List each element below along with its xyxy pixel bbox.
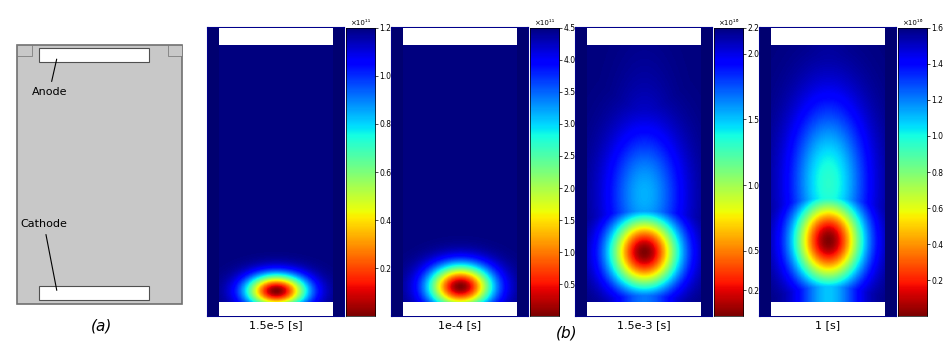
Bar: [403, 28, 517, 45]
Bar: [576, 28, 587, 316]
Bar: [587, 28, 701, 45]
Bar: [587, 302, 701, 316]
Title: ×10¹¹: ×10¹¹: [350, 20, 371, 26]
Text: 1.5e-5 [s]: 1.5e-5 [s]: [249, 320, 303, 330]
Bar: [517, 28, 528, 316]
Bar: [392, 28, 403, 316]
Bar: [403, 302, 517, 316]
Text: (b): (b): [556, 325, 577, 341]
Text: 1.5e-3 [s]: 1.5e-3 [s]: [617, 320, 671, 330]
Bar: [219, 302, 333, 316]
Bar: [760, 28, 771, 316]
Bar: [39, 286, 149, 300]
Bar: [219, 28, 333, 45]
Bar: [333, 28, 344, 316]
Bar: [701, 28, 712, 316]
Title: ×10¹⁶: ×10¹⁶: [902, 20, 923, 26]
Bar: [17, 45, 31, 56]
Bar: [771, 302, 885, 316]
Bar: [168, 45, 182, 56]
Title: ×10¹⁶: ×10¹⁶: [718, 20, 739, 26]
Bar: [208, 28, 219, 316]
Bar: [771, 28, 885, 45]
Text: 1 [s]: 1 [s]: [816, 320, 840, 330]
Text: (a): (a): [91, 319, 112, 334]
Text: Cathode: Cathode: [21, 219, 67, 290]
Text: Anode: Anode: [31, 59, 67, 97]
Bar: [39, 48, 149, 62]
Bar: [885, 28, 896, 316]
Text: 1e-4 [s]: 1e-4 [s]: [438, 320, 481, 330]
Title: ×10¹¹: ×10¹¹: [534, 20, 555, 26]
